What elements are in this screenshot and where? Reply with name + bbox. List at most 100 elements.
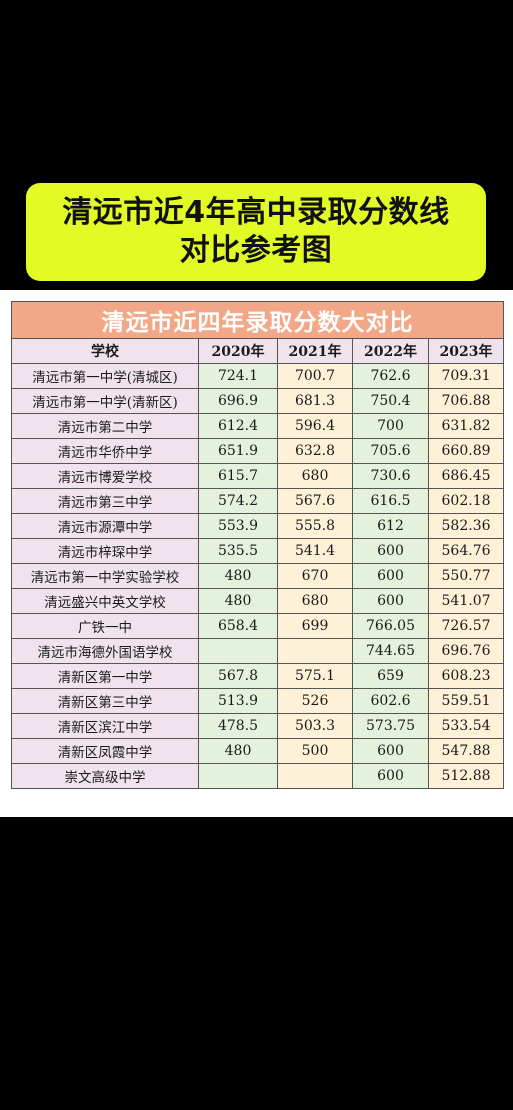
score-cell-2023: 726.57 [427, 613, 505, 639]
score-cell-2023: 582.36 [427, 513, 505, 539]
score-cell-2020: 567.8 [198, 663, 278, 689]
score-cell-2021 [277, 763, 353, 789]
score-cell-2023: 547.88 [427, 738, 505, 764]
score-cell-2020: 574.2 [198, 488, 278, 514]
banner-title-line-1: 清远市近4年高中录取分数线 [62, 195, 450, 230]
table-row: 清新区凤霞中学 480 500 600 547.88 [11, 738, 505, 764]
score-cell-2023: 564.76 [427, 538, 505, 564]
score-cell-2023: 608.23 [427, 663, 505, 689]
score-cell-2023: 541.07 [427, 588, 505, 614]
score-cell-2022: 612 [352, 513, 429, 539]
score-cell-2022: 600 [352, 763, 429, 789]
score-cell-2021: 503.3 [277, 713, 353, 739]
table-header-row: 学校 2020年 2021年 2022年 2023年 [11, 338, 505, 364]
score-cell-2023: 512.88 [427, 763, 505, 789]
score-cell-2022: 750.4 [352, 388, 429, 414]
score-cell-2022: 600 [352, 538, 429, 564]
school-name-cell: 清远市海德外国语学校 [11, 638, 199, 664]
score-cell-2022: 600 [352, 738, 429, 764]
school-name-cell: 清远市华侨中学 [11, 438, 199, 464]
table-row: 清远市第一中学实验学校 480 670 600 550.77 [11, 563, 505, 589]
score-cell-2020: 724.1 [198, 363, 278, 389]
table-row: 清远市海德外国语学校 744.65 696.76 [11, 638, 505, 664]
school-name-cell: 清远市第一中学实验学校 [11, 563, 199, 589]
score-cell-2023: 660.89 [427, 438, 505, 464]
score-cell-2023: 631.82 [427, 413, 505, 439]
score-cell-2020 [198, 763, 278, 789]
score-cell-2023: 706.88 [427, 388, 505, 414]
score-cell-2023: 686.45 [427, 463, 505, 489]
score-cell-2020 [198, 638, 278, 664]
score-cell-2021: 700.7 [277, 363, 353, 389]
table-row: 清远市源潭中学 553.9 555.8 612 582.36 [11, 513, 505, 539]
table-title: 清远市近四年录取分数大对比 [10, 301, 505, 339]
score-cell-2023: 533.54 [427, 713, 505, 739]
score-cell-2022: 659 [352, 663, 429, 689]
score-cell-2020: 480 [198, 563, 278, 589]
score-cell-2022: 766.05 [352, 613, 429, 639]
score-cell-2021: 526 [277, 688, 353, 714]
score-cell-2020: 478.5 [198, 713, 278, 739]
table-row: 广铁一中 658.4 699 766.05 726.57 [11, 613, 505, 639]
school-name-cell: 清新区第三中学 [11, 688, 199, 714]
school-name-cell: 清远市第一中学(清新区) [11, 388, 199, 414]
score-cell-2021 [277, 638, 353, 664]
school-name-cell: 清远市梓琛中学 [11, 538, 199, 564]
score-cell-2023: 696.76 [427, 638, 505, 664]
table-row: 清远市梓琛中学 535.5 541.4 600 564.76 [11, 538, 505, 564]
score-cell-2020: 612.4 [198, 413, 278, 439]
score-cell-2021: 699 [277, 613, 353, 639]
school-name-cell: 清新区滨江中学 [11, 713, 199, 739]
score-cell-2023: 709.31 [427, 363, 505, 389]
school-name-cell: 清远市第三中学 [11, 488, 199, 514]
score-cell-2022: 705.6 [352, 438, 429, 464]
school-name-cell: 清新区第一中学 [11, 663, 199, 689]
score-cell-2021: 680 [277, 463, 353, 489]
table-row: 清远市博爱学校 615.7 680 730.6 686.45 [11, 463, 505, 489]
score-cell-2022: 744.65 [352, 638, 429, 664]
score-table: 清远市近四年录取分数大对比 学校 2020年 2021年 2022年 2023年… [10, 301, 505, 789]
table-row: 清远市第三中学 574.2 567.6 616.5 602.18 [11, 488, 505, 514]
score-cell-2021: 596.4 [277, 413, 353, 439]
banner-title-line-2: 对比参考图 [179, 233, 333, 268]
score-cell-2021: 680 [277, 588, 353, 614]
table-body: 清远市第一中学(清城区) 724.1 700.7 762.6 709.31 清远市第一中学… [11, 363, 505, 789]
score-cell-2022: 616.5 [352, 488, 429, 514]
table-row: 清新区第三中学 513.9 526 602.6 559.51 [11, 688, 505, 714]
score-cell-2021: 500 [277, 738, 353, 764]
score-cell-2022: 602.6 [352, 688, 429, 714]
score-cell-2022: 762.6 [352, 363, 429, 389]
score-cell-2022: 700 [352, 413, 429, 439]
score-cell-2020: 480 [198, 738, 278, 764]
score-cell-2023: 559.51 [427, 688, 505, 714]
header-2023: 2023年 [427, 338, 505, 364]
school-name-cell: 清远市第二中学 [11, 413, 199, 439]
table-row: 清远市第一中学(清新区) 696.9 681.3 750.4 706.88 [11, 388, 505, 414]
table-row: 崇文高级中学 600 512.88 [11, 763, 505, 789]
score-cell-2020: 615.7 [198, 463, 278, 489]
score-cell-2020: 658.4 [198, 613, 278, 639]
score-cell-2021: 670 [277, 563, 353, 589]
score-cell-2020: 696.9 [198, 388, 278, 414]
score-cell-2020: 553.9 [198, 513, 278, 539]
score-cell-2021: 567.6 [277, 488, 353, 514]
table-row: 清新区第一中学 567.8 575.1 659 608.23 [11, 663, 505, 689]
score-cell-2022: 600 [352, 563, 429, 589]
table-row: 清远市第二中学 612.4 596.4 700 631.82 [11, 413, 505, 439]
score-cell-2020: 513.9 [198, 688, 278, 714]
school-name-cell: 清远盛兴中英文学校 [11, 588, 199, 614]
school-name-cell: 崇文高级中学 [11, 763, 199, 789]
header-2021: 2021年 [277, 338, 353, 364]
school-name-cell: 清远市第一中学(清城区) [11, 363, 199, 389]
score-cell-2023: 550.77 [427, 563, 505, 589]
score-cell-2020: 480 [198, 588, 278, 614]
score-cell-2020: 535.5 [198, 538, 278, 564]
score-cell-2021: 555.8 [277, 513, 353, 539]
school-name-cell: 清远市博爱学校 [11, 463, 199, 489]
header-school: 学校 [11, 338, 199, 364]
score-cell-2023: 602.18 [427, 488, 505, 514]
score-cell-2021: 541.4 [277, 538, 353, 564]
title-banner: 清远市近4年高中录取分数线 对比参考图 [26, 183, 486, 281]
score-cell-2021: 681.3 [277, 388, 353, 414]
table-row: 清远市华侨中学 651.9 632.8 705.6 660.89 [11, 438, 505, 464]
